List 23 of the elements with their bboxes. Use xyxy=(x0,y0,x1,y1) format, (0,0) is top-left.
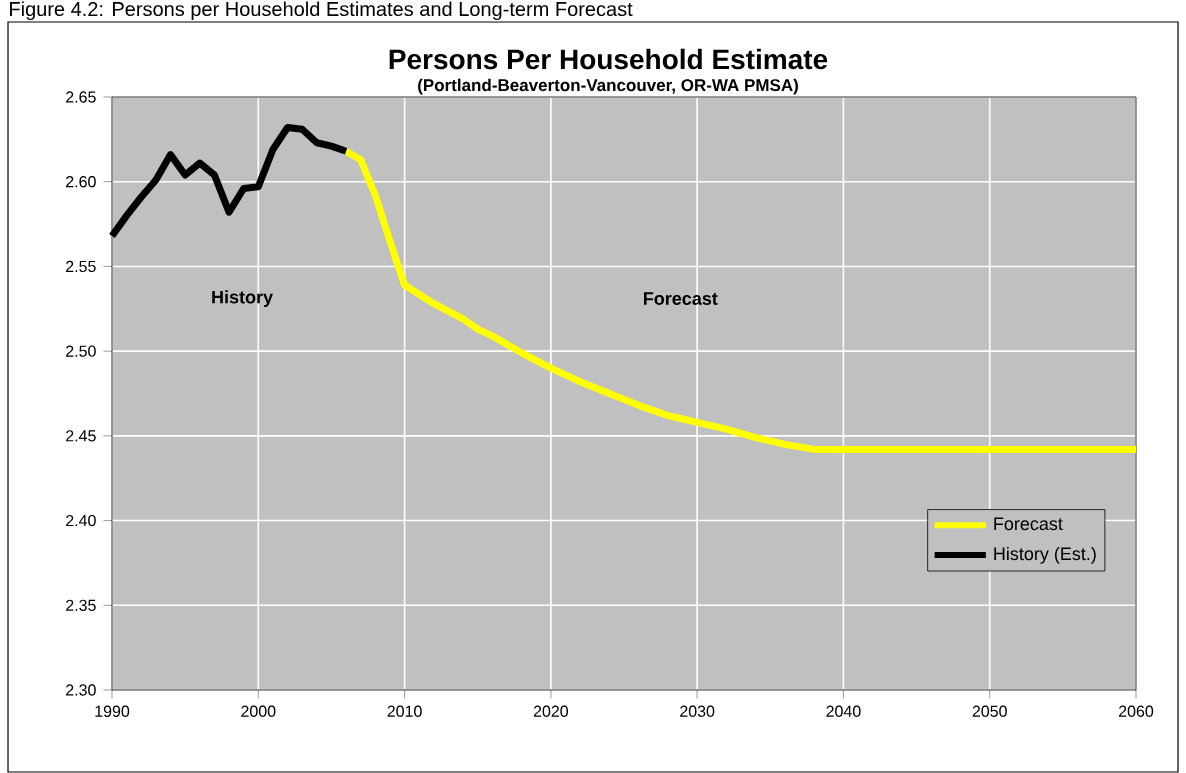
y-tick-label: 2.30 xyxy=(66,684,96,696)
x-tick-label: 2020 xyxy=(533,705,569,717)
legend-label: Forecast xyxy=(994,517,1063,531)
legend-label: History (Est.) xyxy=(994,546,1096,564)
y-tick-label: 2.35 xyxy=(66,599,96,611)
y-tick-label: 2.40 xyxy=(66,514,96,527)
x-tick-label: 2050 xyxy=(972,705,1007,717)
x-tick-label: 2060 xyxy=(1119,705,1154,717)
chart-title: Persons Per Household Estimate xyxy=(389,48,828,70)
y-tick-label: 2.45 xyxy=(66,430,96,442)
y-tick-label: 2.60 xyxy=(66,176,96,188)
y-tick-label: 2.55 xyxy=(66,260,96,273)
y-tick-label: 2.50 xyxy=(66,345,96,357)
chart-subtitle: (Portland-Beaverton-Vancouver, OR-WA PMSA) xyxy=(418,78,798,95)
x-tick-label: 2030 xyxy=(680,705,715,717)
x-tick-label: 1990 xyxy=(95,705,130,717)
annotation: History xyxy=(212,290,273,308)
caption: Figure 4.2: Persons per Household Estimates and Long-term Forecast xyxy=(10,1,633,21)
annotation: Forecast xyxy=(643,292,718,305)
x-tick-label: 2000 xyxy=(241,705,276,717)
x-tick-label: 2010 xyxy=(387,705,422,717)
x-tick-label: 2040 xyxy=(826,705,861,717)
y-tick-label: 2.65 xyxy=(66,91,96,103)
